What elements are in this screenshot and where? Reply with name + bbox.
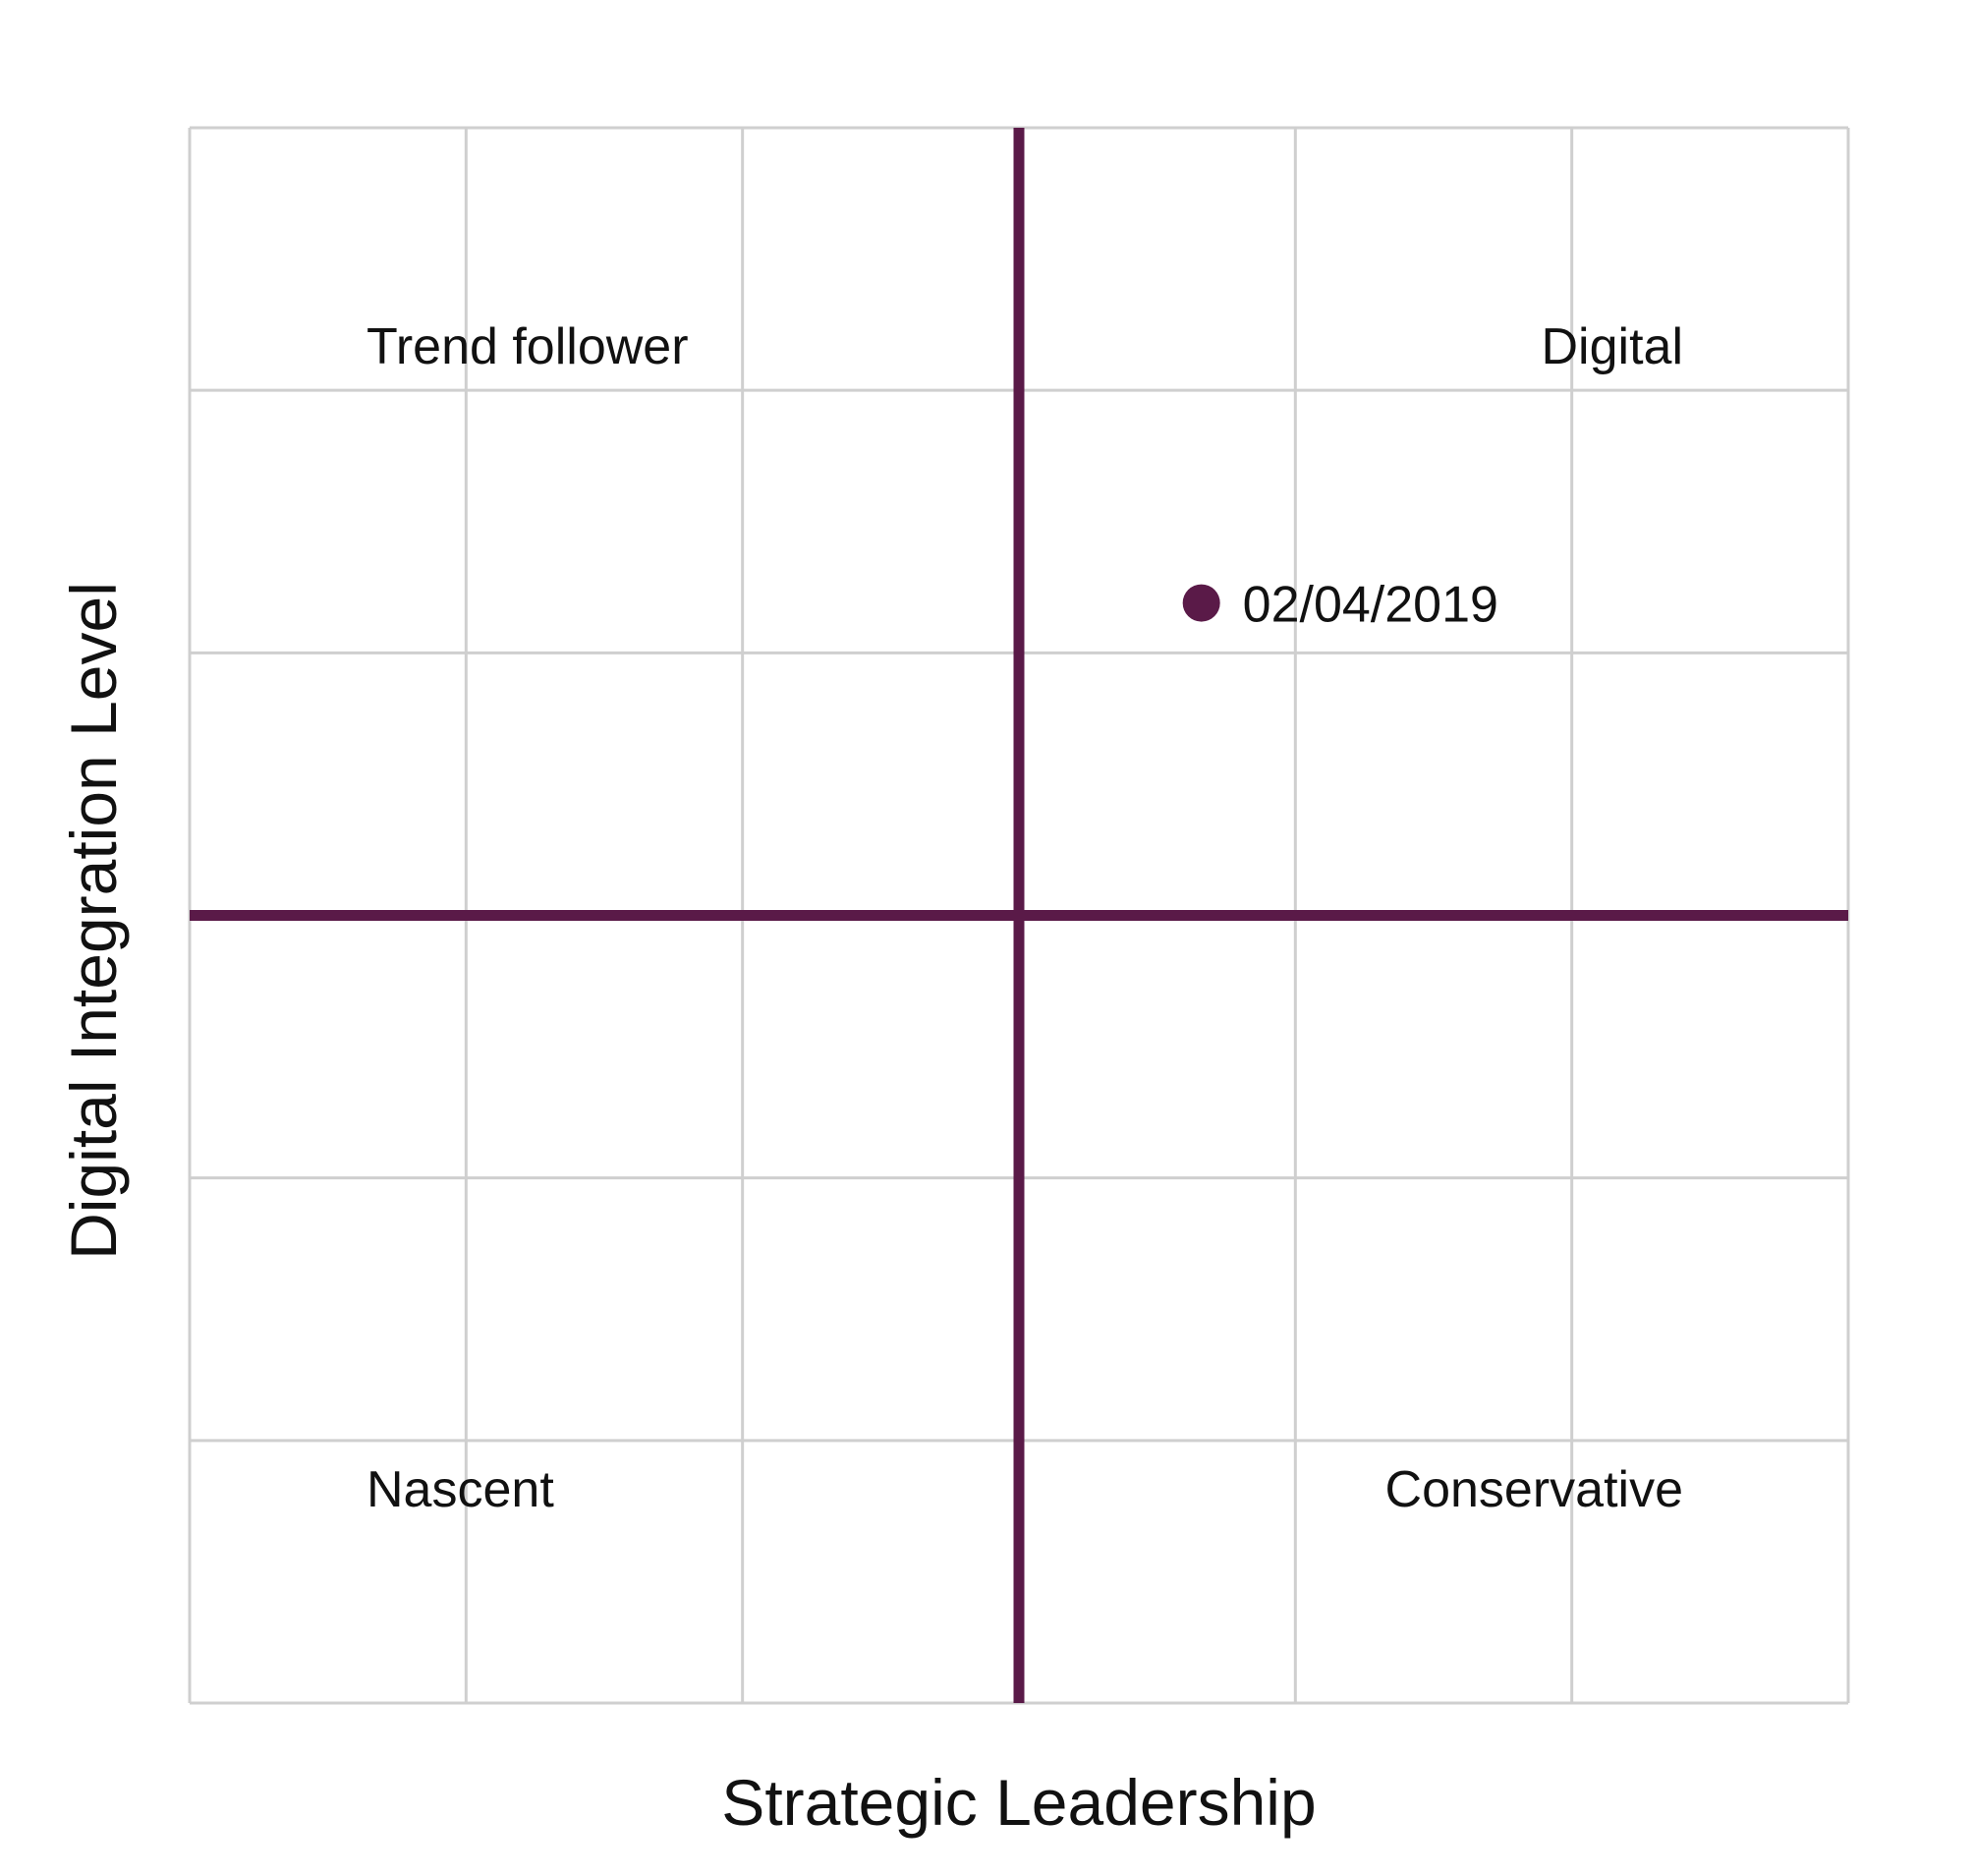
data-point-label: 02/04/2019 [1243,577,1498,634]
x-axis-title: Strategic Leadership [721,1766,1316,1839]
quadrant-dividers [190,128,1848,1703]
quadrant-label-top-left: Trend follower [367,318,689,375]
data-point [1182,584,1220,622]
data-points: 02/04/2019 [1182,577,1498,634]
quadrant-label-bottom-left: Nascent [367,1461,554,1518]
quadrant-label-top-right: Digital [1542,318,1684,375]
quadrant-label-bottom-right: Conservative [1385,1461,1683,1518]
y-axis-title: Digital Integration Level [57,582,130,1260]
